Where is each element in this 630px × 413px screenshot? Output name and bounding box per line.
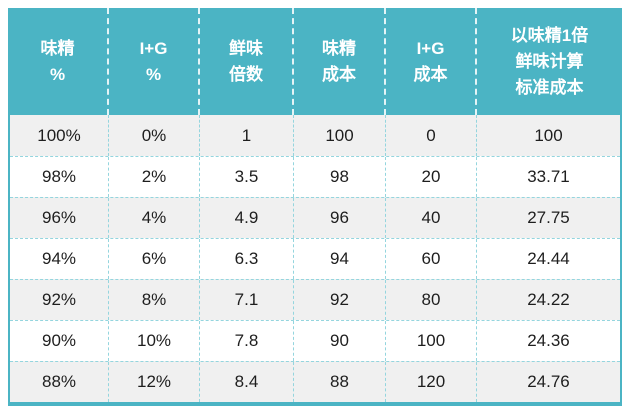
table-cell: 120 [386, 362, 477, 402]
table-header-row: 味精 % I+G % 鲜味 倍数 味精 成本 I+G 成本 以味精1倍 鲜味计算… [8, 8, 622, 115]
header-line: % [49, 64, 66, 84]
header-line: I+G [416, 38, 445, 58]
header-line: 鲜味计算 [515, 51, 584, 71]
header-line: 鲜味 [229, 38, 263, 58]
table-cell: 7.8 [200, 321, 294, 361]
table-row: 94% 6% 6.3 94 60 24.44 [10, 238, 620, 279]
table-cell: 98% [10, 157, 109, 197]
msg-ig-cost-table: 味精 % I+G % 鲜味 倍数 味精 成本 I+G 成本 以味精1倍 鲜味计算… [8, 8, 622, 406]
header-line: % [145, 64, 162, 84]
table-cell: 33.71 [527, 167, 570, 186]
table-cell: 100% [10, 115, 109, 156]
header-line: 成本 [413, 64, 448, 84]
header-line: 成本 [322, 64, 356, 84]
table-cell: 4% [109, 198, 200, 238]
header-cell-standard-cost: 以味精1倍 鲜味计算 标准成本 [477, 8, 622, 115]
table-cell: 0 [386, 115, 477, 156]
table-cell: 6% [109, 239, 200, 279]
header-cell-msg-cost: 味精 成本 [294, 8, 386, 115]
table-cell: 24.44 [527, 249, 570, 268]
header-cell-umami-multiple: 鲜味 倍数 [200, 8, 294, 115]
table-cell: 92% [10, 280, 109, 320]
table-cell: 100 [294, 115, 386, 156]
table-row: 90% 10% 7.8 90 100 24.36 [10, 320, 620, 361]
table-cell: 80 [386, 280, 477, 320]
table-cell: 8.4 [200, 362, 294, 402]
header-line: 味精 [322, 38, 356, 58]
header-cell-ig-percent: I+G % [109, 8, 200, 115]
table-cell: 96% [10, 198, 109, 238]
table-row: 88% 12% 8.4 88 120 24.76 [10, 361, 620, 402]
table-cell: 6.3 [200, 239, 294, 279]
header-line: 以味精1倍 [510, 25, 589, 45]
table-cell: 24.22 [527, 290, 570, 309]
header-cell-ig-cost: I+G 成本 [386, 8, 477, 115]
table-bottom-border [8, 402, 622, 406]
table-cell: 27.75 [527, 208, 570, 227]
table-cell: 8% [109, 280, 200, 320]
header-line: I+G [139, 38, 168, 58]
table-cell: 60 [386, 239, 477, 279]
header-cell-msg-percent: 味精 % [8, 8, 109, 115]
table-cell: 94% [10, 239, 109, 279]
table-cell: 20 [386, 157, 477, 197]
table-row: 96% 4% 4.9 96 40 27.75 [10, 197, 620, 238]
table-cell: 10% [109, 321, 200, 361]
table-cell: 7.1 [200, 280, 294, 320]
table-cell: 24.76 [527, 372, 570, 391]
header-line: 标准成本 [515, 77, 584, 97]
table-cell: 40 [386, 198, 477, 238]
table-row: 92% 8% 7.1 92 80 24.22 [10, 279, 620, 320]
header-line: 味精 [40, 38, 75, 58]
table-cell: 88% [10, 362, 109, 402]
table-cell: 0% [109, 115, 200, 156]
table-cell: 88 [294, 362, 386, 402]
table-row: 100% 0% 1 100 0 100 [10, 115, 620, 156]
table-cell: 3.5 [200, 157, 294, 197]
table-cell: 100 [534, 125, 563, 145]
table-cell: 1 [200, 115, 294, 156]
table-cell: 4.9 [200, 198, 294, 238]
table-cell: 2% [109, 157, 200, 197]
table-cell: 12% [109, 362, 200, 402]
table-cell: 96 [294, 198, 386, 238]
table-cell: 24.36 [527, 331, 570, 350]
table-cell: 90 [294, 321, 386, 361]
table-cell: 100 [386, 321, 477, 361]
table-cell: 94 [294, 239, 386, 279]
table-row: 98% 2% 3.5 98 20 33.71 [10, 156, 620, 197]
header-line: 倍数 [229, 64, 263, 84]
table-cell: 90% [10, 321, 109, 361]
table-cell: 98 [294, 157, 386, 197]
table-cell: 92 [294, 280, 386, 320]
table-body: 100% 0% 1 100 0 100 98% 2% 3.5 98 20 33.… [8, 115, 622, 402]
